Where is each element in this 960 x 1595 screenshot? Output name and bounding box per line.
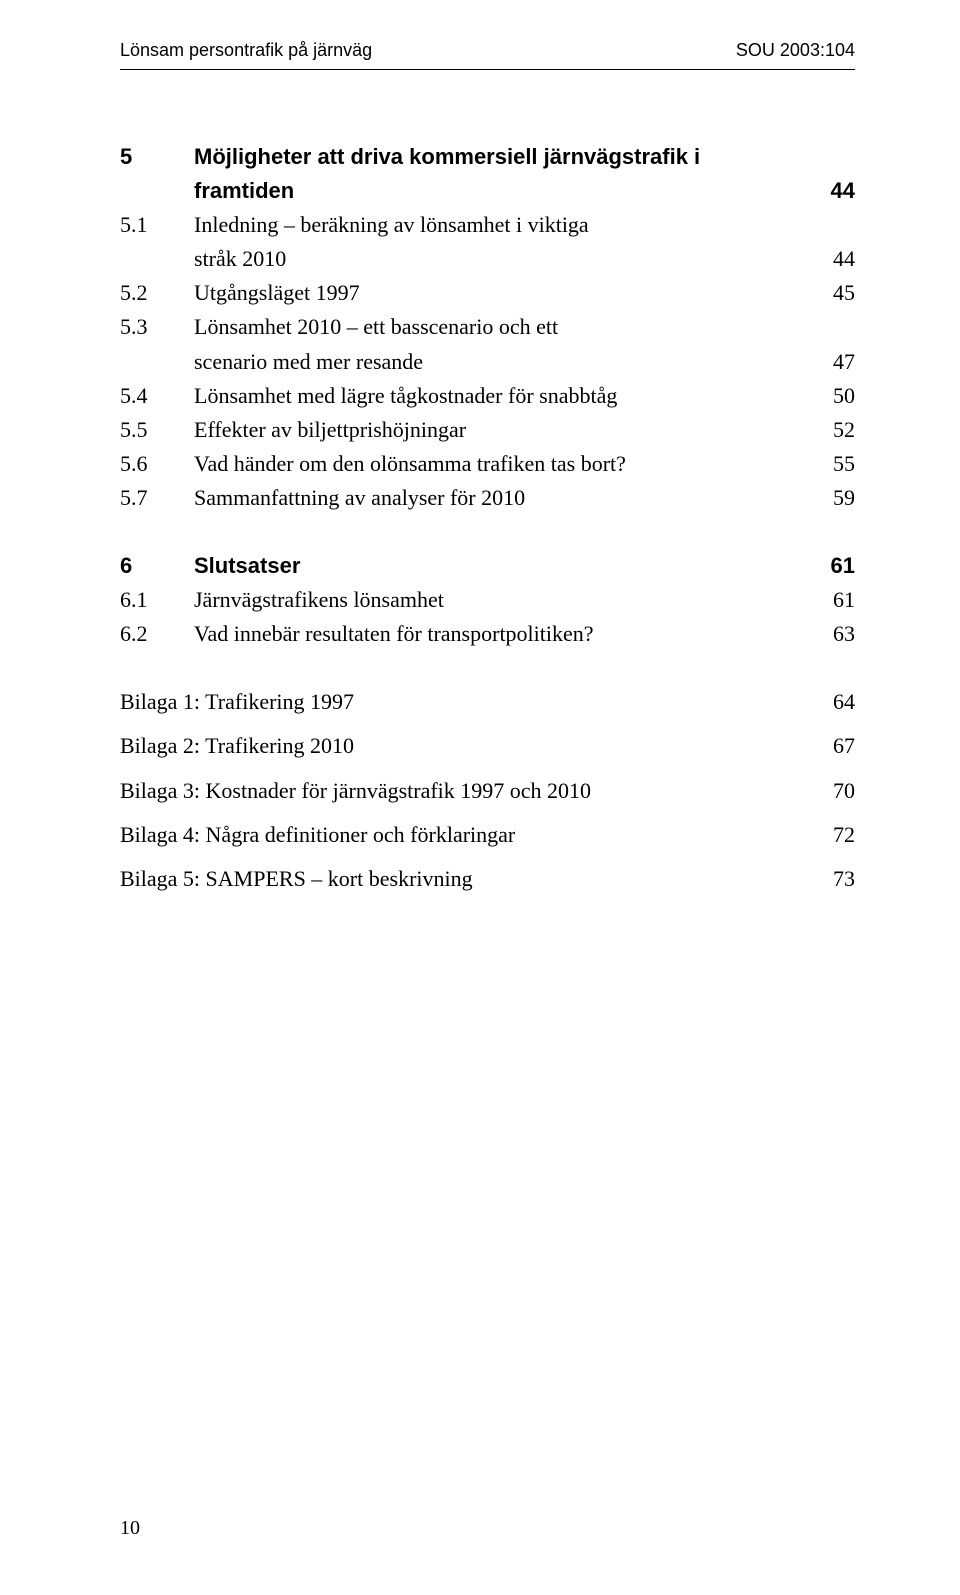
- toc-entry: 5.2 Utgångsläget 1997 45: [120, 276, 855, 310]
- toc-section: 5 Möjligheter att driva kommersiell järn…: [120, 140, 855, 515]
- toc-label: Bilaga 1: Trafikering 1997: [120, 685, 354, 719]
- toc-section-heading: 5 Möjligheter att driva kommersiell järn…: [120, 140, 855, 174]
- toc-appendix-entry: Bilaga 3: Kostnader för järnvägstrafik 1…: [120, 774, 855, 808]
- toc-appendix-entry: Bilaga 2: Trafikering 2010 67: [120, 729, 855, 763]
- toc-section-heading: 6 Slutsatser 61: [120, 549, 855, 583]
- toc-label: Sammanfattning av analyser för 2010: [194, 481, 525, 515]
- toc-label: Slutsatser: [194, 549, 300, 583]
- toc-page-number: 52: [829, 413, 855, 447]
- toc-section-heading-line2: framtiden 44: [120, 174, 855, 208]
- toc-entry: 5.4 Lönsamhet med lägre tågkostnader för…: [120, 379, 855, 413]
- toc-label: Inledning – beräkning av lönsamhet i vik…: [194, 208, 589, 242]
- toc-page-number: 73: [829, 862, 855, 896]
- toc-entry-line2: stråk 2010 44: [120, 242, 855, 276]
- toc-label: scenario med mer resande: [194, 345, 423, 379]
- table-of-contents: 5 Möjligheter att driva kommersiell järn…: [120, 140, 855, 896]
- toc-label: Bilaga 2: Trafikering 2010: [120, 729, 354, 763]
- toc-page-number: 47: [829, 345, 855, 379]
- toc-entry: 5.3 Lönsamhet 2010 – ett basscenario och…: [120, 310, 855, 344]
- toc-appendix-entry: Bilaga 1: Trafikering 1997 64: [120, 685, 855, 719]
- toc-number: 6.1: [120, 583, 194, 617]
- page-container: Lönsam persontrafik på järnväg SOU 2003:…: [0, 0, 960, 896]
- toc-page-number: 64: [829, 685, 855, 719]
- toc-page-number: 50: [829, 379, 855, 413]
- toc-label: stråk 2010: [194, 242, 286, 276]
- toc-appendices: Bilaga 1: Trafikering 1997 64 Bilaga 2: …: [120, 685, 855, 895]
- toc-page-number: 67: [829, 729, 855, 763]
- running-head-left: Lönsam persontrafik på järnväg: [120, 40, 372, 61]
- toc-label: Bilaga 3: Kostnader för järnvägstrafik 1…: [120, 774, 591, 808]
- running-head-right: SOU 2003:104: [736, 40, 855, 61]
- toc-entry: 5.6 Vad händer om den olönsamma trafiken…: [120, 447, 855, 481]
- toc-label: Utgångsläget 1997: [194, 276, 360, 310]
- toc-number: 5.5: [120, 413, 194, 447]
- toc-page-number: 61: [829, 583, 855, 617]
- toc-number: 6: [120, 549, 194, 583]
- header-rule: [120, 69, 855, 70]
- toc-number: 5.1: [120, 208, 194, 242]
- toc-entry: 5.7 Sammanfattning av analyser för 2010 …: [120, 481, 855, 515]
- toc-number: 5.6: [120, 447, 194, 481]
- toc-label: Effekter av biljettprishöjningar: [194, 413, 466, 447]
- toc-number: 5.3: [120, 310, 194, 344]
- toc-label: Bilaga 5: SAMPERS – kort beskrivning: [120, 862, 473, 896]
- toc-label: Järnvägstrafikens lönsamhet: [194, 583, 444, 617]
- toc-entry-line2: scenario med mer resande 47: [120, 345, 855, 379]
- toc-page-number: 63: [829, 617, 855, 651]
- toc-label: Möjligheter att driva kommersiell järnvä…: [194, 140, 700, 174]
- toc-label: Lönsamhet med lägre tågkostnader för sna…: [194, 379, 617, 413]
- toc-number: 5: [120, 140, 194, 174]
- toc-section: 6 Slutsatser 61 6.1 Järnvägstrafikens lö…: [120, 549, 855, 651]
- toc-entry: 5.5 Effekter av biljettprishöjningar 52: [120, 413, 855, 447]
- toc-number: 5.7: [120, 481, 194, 515]
- toc-page-number: 44: [827, 174, 855, 208]
- toc-label: Lönsamhet 2010 – ett basscenario och ett: [194, 310, 558, 344]
- toc-page-number: 72: [829, 818, 855, 852]
- toc-number: 5.4: [120, 379, 194, 413]
- toc-label: Bilaga 4: Några definitioner och förklar…: [120, 818, 515, 852]
- toc-page-number: 55: [829, 447, 855, 481]
- running-head: Lönsam persontrafik på järnväg SOU 2003:…: [120, 40, 855, 61]
- toc-entry: 6.2 Vad innebär resultaten för transport…: [120, 617, 855, 651]
- toc-page-number: 45: [829, 276, 855, 310]
- toc-label: Vad innebär resultaten för transportpoli…: [194, 617, 594, 651]
- toc-label: framtiden: [194, 174, 294, 208]
- toc-appendix-entry: Bilaga 4: Några definitioner och förklar…: [120, 818, 855, 852]
- toc-appendix-entry: Bilaga 5: SAMPERS – kort beskrivning 73: [120, 862, 855, 896]
- toc-number: 6.2: [120, 617, 194, 651]
- toc-number: 5.2: [120, 276, 194, 310]
- toc-page-number: 70: [829, 774, 855, 808]
- toc-entry: 6.1 Järnvägstrafikens lönsamhet 61: [120, 583, 855, 617]
- page-number: 10: [120, 1517, 140, 1540]
- toc-label: Vad händer om den olönsamma trafiken tas…: [194, 447, 626, 481]
- toc-entry: 5.1 Inledning – beräkning av lönsamhet i…: [120, 208, 855, 242]
- toc-page-number: 44: [829, 242, 855, 276]
- toc-page-number: 59: [829, 481, 855, 515]
- toc-page-number: 61: [827, 549, 855, 583]
